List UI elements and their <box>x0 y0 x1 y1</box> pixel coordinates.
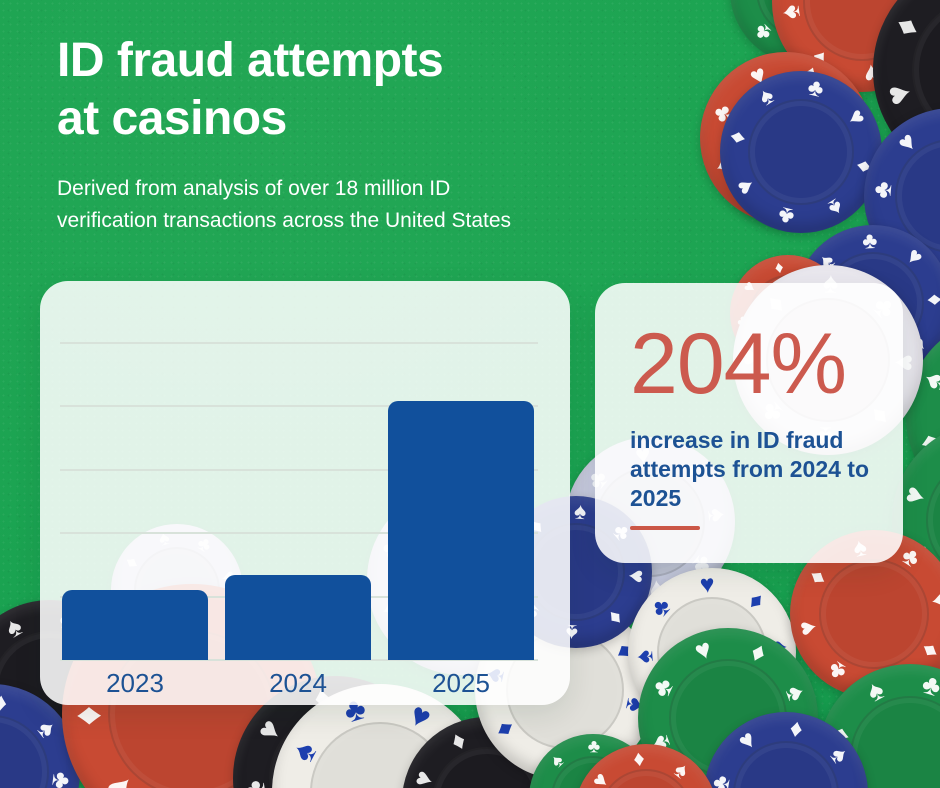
card-suit-icon: ♠ <box>31 713 64 744</box>
gridline <box>60 659 538 661</box>
card-suit-icon: ♣ <box>587 736 601 758</box>
card-suit-icon: ♥ <box>249 712 289 748</box>
stat-underline-accent <box>630 525 700 530</box>
card-suit-icon: ♥ <box>841 104 872 131</box>
card-suit-icon: ♣ <box>866 180 898 200</box>
card-suit-icon: ♥ <box>891 125 923 159</box>
stat-card: 204% increase in ID fraud attempts from … <box>595 283 903 563</box>
card-suit-icon: ♥ <box>690 633 716 667</box>
card-suit-icon: ♣ <box>822 654 852 687</box>
page-title-line-1: ID fraud attempts <box>57 34 444 87</box>
stat-description: increase in ID fraud attempts from 2024 … <box>630 427 870 511</box>
gridline <box>60 342 538 344</box>
card-suit-icon: ♥ <box>698 569 716 599</box>
card-suit-icon: ♦ <box>885 9 928 44</box>
card-suit-icon: ♥ <box>730 173 761 200</box>
bar-group-2024: 2024 <box>225 281 371 705</box>
bar-plot: 2023 2024 2025 <box>62 281 534 705</box>
card-suit-icon: ♥ <box>901 242 929 271</box>
card-suit-icon: ♥ <box>623 568 651 584</box>
card-suit-icon: ♦ <box>445 723 471 757</box>
card-suit-icon: ♦ <box>487 715 521 744</box>
card-suit-icon: ♦ <box>0 686 9 718</box>
bar-2024 <box>225 574 371 660</box>
card-suit-icon: ♥ <box>924 589 940 611</box>
bar-label-2024: 2024 <box>269 668 327 698</box>
header: ID fraud attempts at casinos Derived from… <box>57 32 511 236</box>
card-suit-icon: ♠ <box>774 2 807 22</box>
card-suit-icon: ♠ <box>283 735 324 768</box>
bar-label-2025: 2025 <box>432 668 490 698</box>
card-suit-icon: ♦ <box>66 705 110 727</box>
card-suit-icon: ♣ <box>775 200 798 231</box>
poker-chip-face <box>748 99 854 205</box>
card-suit-icon: ♦ <box>787 713 805 744</box>
card-suit-icon: ♠ <box>630 649 659 665</box>
page-title-line-2: at casinos <box>57 91 287 145</box>
stat-value: 204% <box>630 316 847 412</box>
gridline <box>60 405 538 408</box>
card-suit-icon: ♠ <box>823 192 849 223</box>
card-suit-icon: ♣ <box>918 667 940 703</box>
gridline <box>60 532 538 535</box>
card-suit-icon: ♣ <box>644 672 680 702</box>
card-suit-icon: ♠ <box>573 497 588 525</box>
card-suit-icon: ♥ <box>586 767 615 788</box>
card-suit-icon: ♦ <box>603 604 630 632</box>
card-suit-icon: ♥ <box>897 482 933 509</box>
poker-chip-navy: ♣♥♦♠♣♥♦♠ <box>704 712 868 788</box>
card-suit-icon: ♥ <box>792 617 824 639</box>
card-suit-icon: ♠ <box>824 741 855 769</box>
bar-2025 <box>388 401 534 660</box>
card-suit-icon: ♣ <box>861 226 878 254</box>
page-title: ID fraud attempts at casinos <box>57 32 511 147</box>
card-suit-icon: ♠ <box>861 673 890 708</box>
bar-group-2025: 2025 <box>388 281 534 705</box>
card-suit-icon: ♦ <box>915 637 940 664</box>
card-suit-icon: ♣ <box>896 541 926 574</box>
chart-card: 2023 2024 2025 <box>40 281 570 705</box>
card-suit-icon: ♦ <box>746 635 772 669</box>
bar-2023 <box>62 590 208 660</box>
card-suit-icon: ♦ <box>742 586 771 616</box>
card-suit-icon: ♣ <box>804 73 827 104</box>
gridline <box>60 468 538 471</box>
card-suit-icon: ♠ <box>669 756 695 784</box>
card-suit-icon: ♦ <box>773 257 786 278</box>
bar-group-2023: 2023 <box>62 281 208 705</box>
card-suit-icon: ♦ <box>922 293 940 307</box>
card-suit-icon: ♠ <box>779 681 813 706</box>
card-suit-icon: ♥ <box>406 766 440 788</box>
poker-chip-navy: ♠♣♥♦♠♣♥♦ <box>0 684 80 788</box>
card-suit-icon: ♠ <box>546 750 569 773</box>
card-suit-icon: ♠ <box>753 81 779 112</box>
poker-chip-red: ♠♣♥♦♠♣♥♦ <box>790 530 940 698</box>
card-suit-icon: ♣ <box>236 778 274 788</box>
card-suit-icon: ♦ <box>722 128 752 147</box>
poker-chip-navy: ♠♣♥♦♠♣♥♦ <box>720 71 882 233</box>
card-suit-icon: ♦ <box>631 745 647 772</box>
card-suit-icon: ♥ <box>877 79 920 110</box>
card-suit-icon: ♠ <box>0 610 28 644</box>
poker-chip-face <box>819 559 929 669</box>
card-suit-icon: ♣ <box>45 770 78 788</box>
bar-label-2023: 2023 <box>106 668 164 698</box>
page-subtitle: Derived from analysis of over 18 million… <box>57 177 512 232</box>
card-suit-icon: ♦ <box>802 564 833 591</box>
